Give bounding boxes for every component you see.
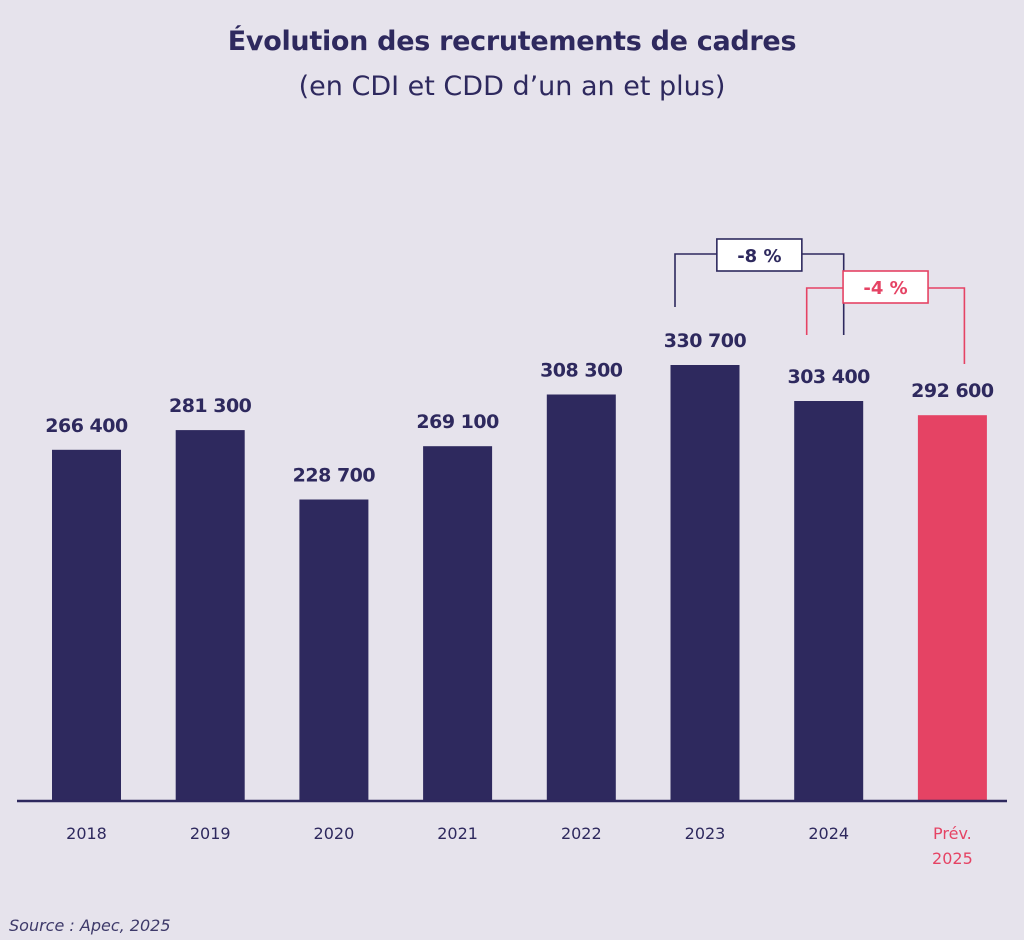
x-tick-label: 2018 bbox=[66, 824, 107, 843]
bracket-left-line bbox=[674, 253, 717, 307]
value-label: 269 100 bbox=[416, 411, 499, 433]
x-tick-label: Prév. bbox=[933, 824, 972, 843]
bracket-right-line bbox=[928, 287, 966, 364]
bracket-left-line bbox=[805, 287, 844, 335]
bars-group bbox=[52, 365, 987, 801]
x-tick-labels-group: 2018 2019 2020 2021 2022 2023 2024 Prév. 2025 bbox=[66, 824, 973, 868]
value-label: 330 700 bbox=[664, 330, 747, 352]
bracket-right-line bbox=[801, 253, 845, 335]
bar-2020 bbox=[299, 499, 369, 801]
chart-subtitle: (en CDI et CDD d’un an et plus) bbox=[298, 71, 726, 102]
value-label: 308 300 bbox=[540, 360, 623, 382]
bar-2024 bbox=[794, 401, 864, 801]
change-annotation: -4 % bbox=[805, 270, 966, 364]
annotation-label: -4 % bbox=[863, 278, 907, 299]
value-labels-group: 266 400 281 300 228 700 269 100 308 300 330 7… bbox=[45, 330, 994, 487]
x-tick-label: 2024 bbox=[808, 824, 849, 843]
source-note: Source : Apec, 2025 bbox=[9, 916, 171, 935]
value-label: 266 400 bbox=[45, 415, 128, 437]
bar-pr-v-2025 bbox=[917, 415, 987, 801]
annotations-group: -8 % -4 % bbox=[674, 238, 966, 364]
value-label: 228 700 bbox=[293, 465, 376, 487]
x-tick-label: 2020 bbox=[314, 824, 355, 843]
chart-title: Évolution des recrutements de cadres bbox=[227, 26, 797, 57]
value-label: 292 600 bbox=[911, 380, 994, 402]
annotation-label: -8 % bbox=[737, 246, 781, 267]
x-tick-label: 2023 bbox=[685, 824, 726, 843]
bar-2019 bbox=[175, 430, 245, 801]
bar-2022 bbox=[546, 394, 616, 801]
x-tick-label: 2025 bbox=[932, 849, 973, 868]
annotation-box bbox=[842, 270, 929, 304]
x-tick-label: 2022 bbox=[561, 824, 602, 843]
value-label: 303 400 bbox=[787, 366, 870, 388]
change-annotation: -8 % bbox=[674, 238, 845, 335]
bar-2023 bbox=[670, 365, 740, 801]
bar-2021 bbox=[423, 446, 493, 801]
bar-2018 bbox=[52, 449, 121, 801]
annotation-box bbox=[716, 238, 803, 272]
x-tick-label: 2021 bbox=[437, 824, 478, 843]
value-label: 281 300 bbox=[169, 395, 252, 417]
x-tick-label: 2019 bbox=[190, 824, 231, 843]
